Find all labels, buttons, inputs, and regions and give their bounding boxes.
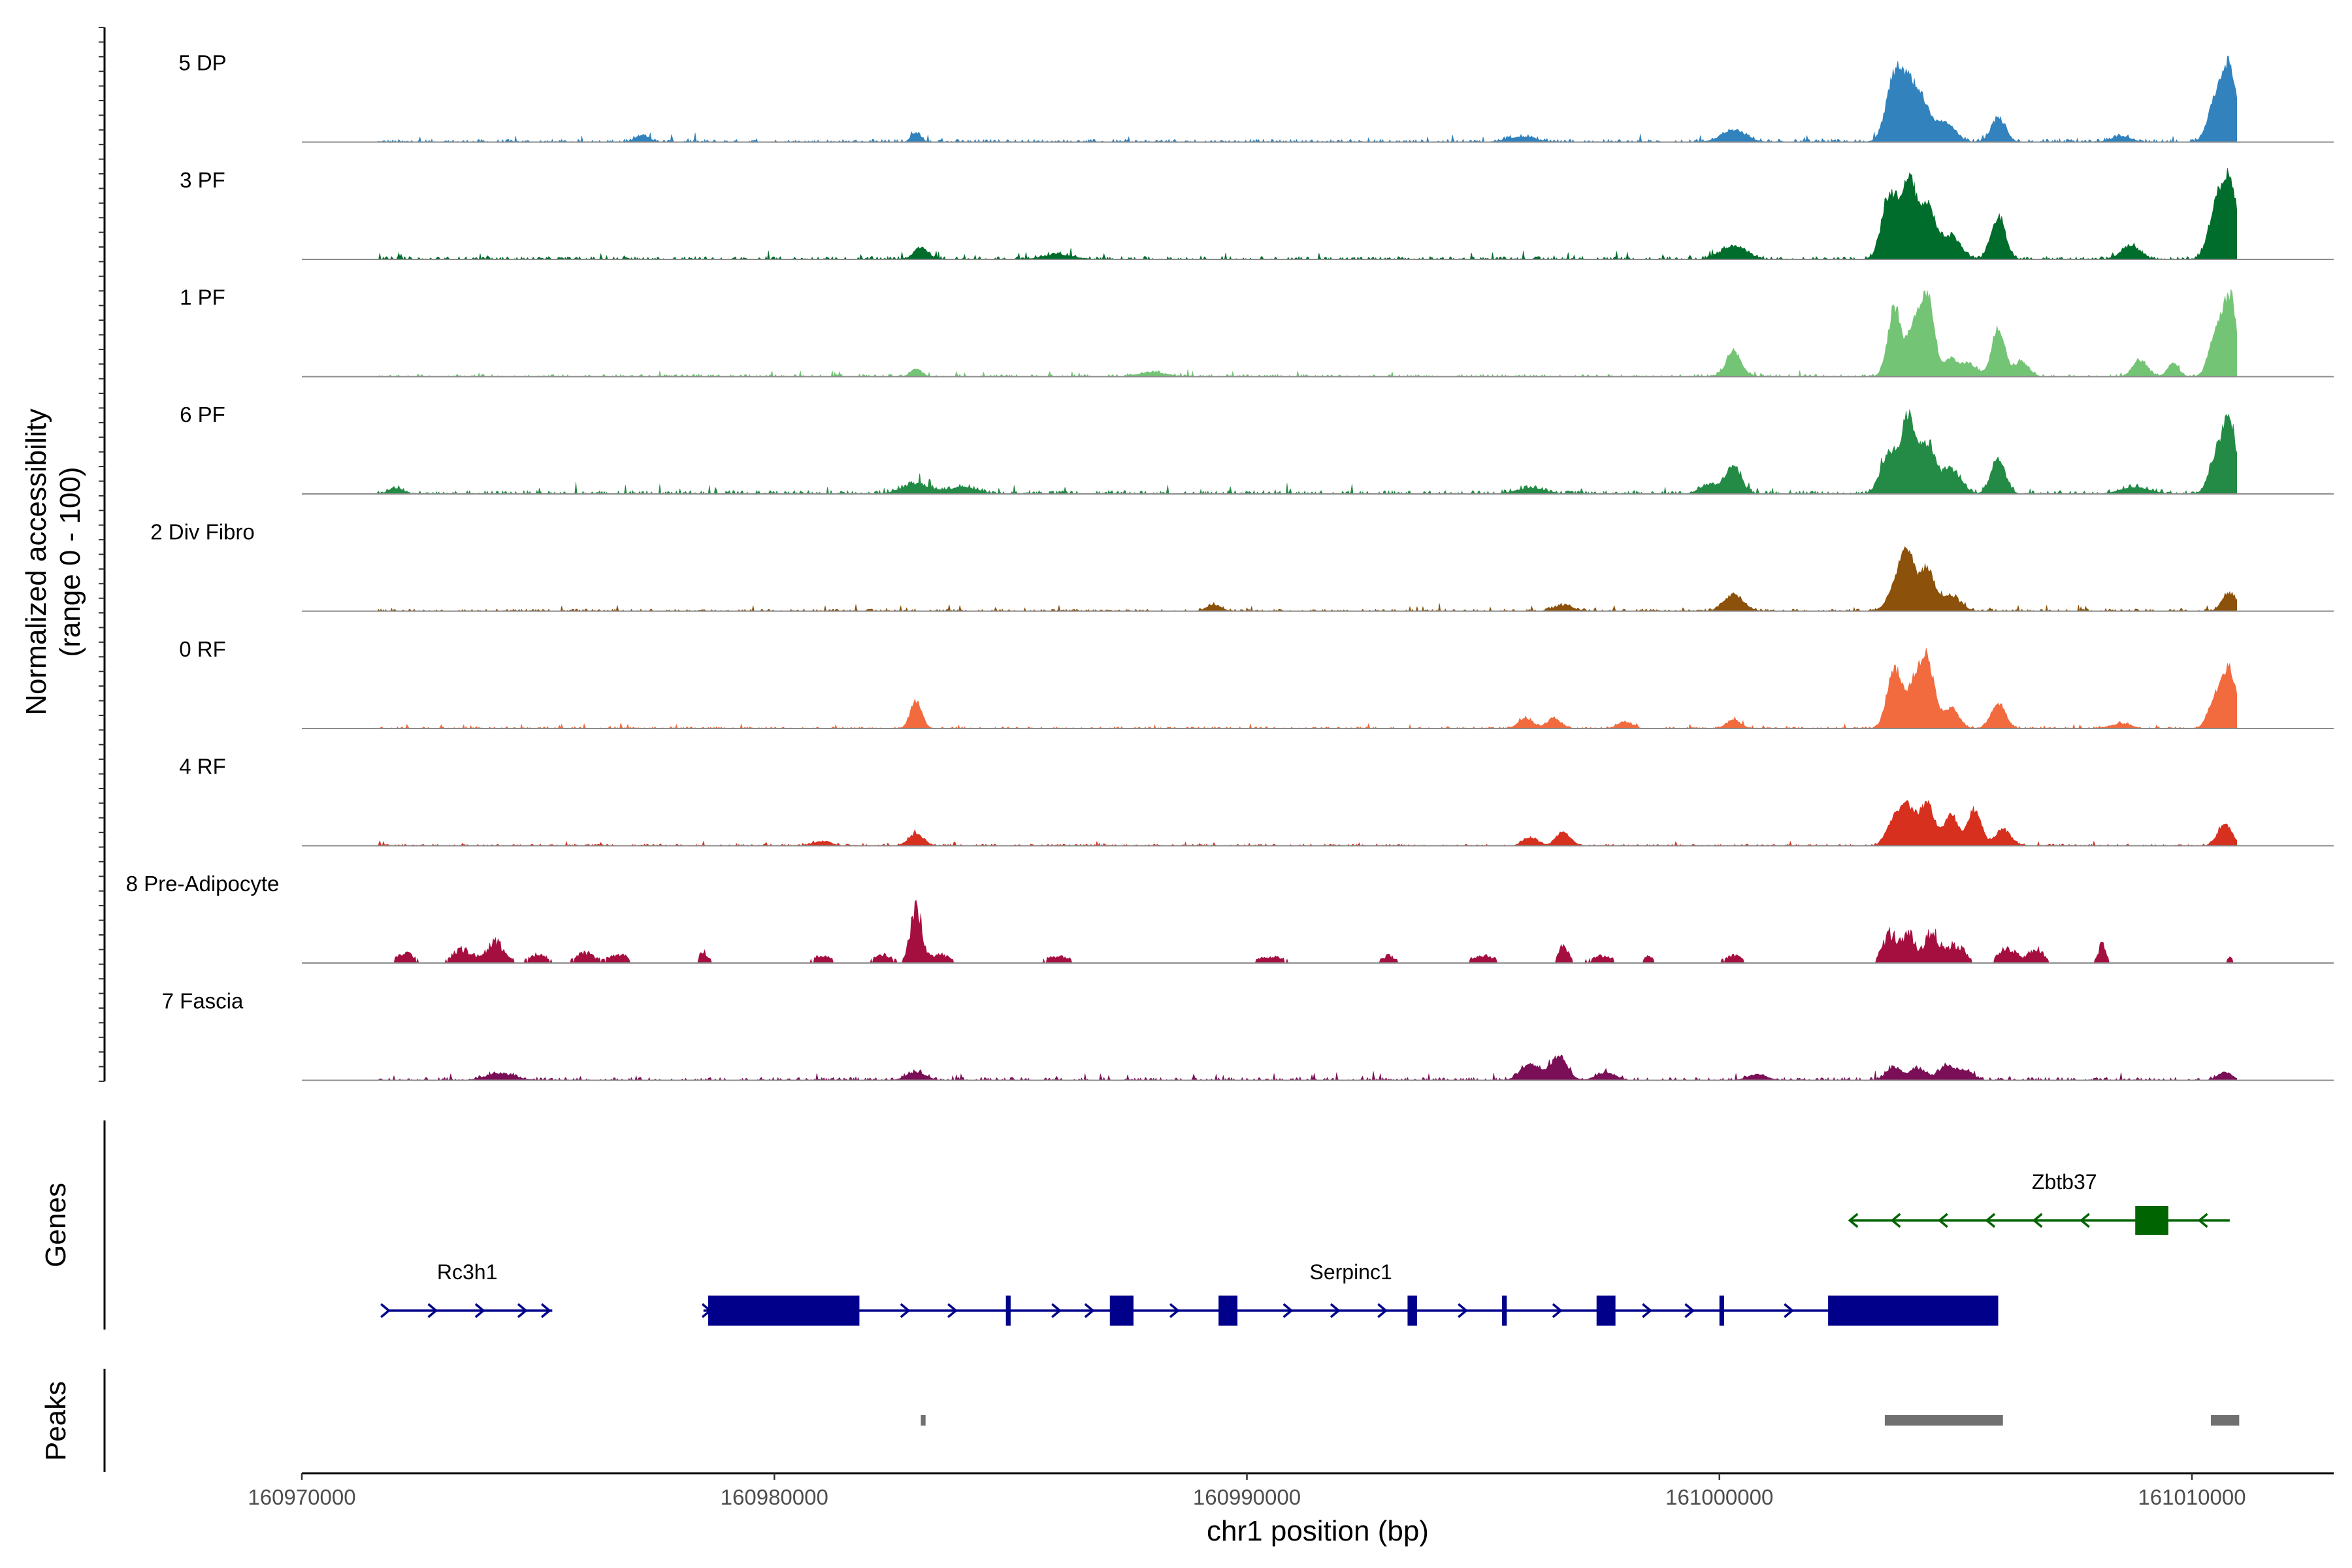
track-0-rf: 0 RF: [179, 637, 2334, 729]
track-7-fascia: 7 Fascia: [162, 989, 2334, 1081]
strand-arrow: [474, 1303, 485, 1318]
gene-rc3h1: Rc3h1: [380, 1260, 553, 1318]
strand-arrow: [1330, 1303, 1341, 1318]
strand-arrow: [1890, 1213, 1901, 1228]
exon: [2135, 1206, 2168, 1235]
strand-arrow: [1169, 1303, 1180, 1318]
coverage-area: [376, 1054, 2237, 1081]
coverage-area: [377, 900, 2237, 964]
strand-arrow: [900, 1303, 911, 1318]
strand-arrow: [1937, 1213, 1948, 1228]
strand-arrow: [1282, 1303, 1294, 1318]
x-axis: 160970000 160980000 160990000 161000000 1610…: [248, 1472, 2334, 1509]
track-5-dp: 5 DP: [178, 51, 2334, 143]
track-3-pf: 3 PF: [180, 167, 2334, 261]
strand-arrow: [380, 1303, 391, 1318]
x-tick-label: 161000000: [1665, 1485, 1773, 1509]
coverage-area: [377, 546, 2237, 612]
track-label: 2 Div Fibro: [150, 520, 255, 544]
strand-arrow: [1051, 1303, 1062, 1318]
track-2-div-fibro: 2 Div Fibro: [150, 520, 2334, 612]
track-label: 4 RF: [179, 755, 226, 779]
strand-arrow: [1084, 1303, 1095, 1318]
gene-zbtb37: Zbtb37: [1848, 1170, 2230, 1235]
track-label: 3 PF: [180, 168, 225, 192]
x-tick-label: 161010000: [2138, 1485, 2246, 1509]
x-tick-label: 160990000: [1193, 1485, 1301, 1509]
coverage-y-axis: [99, 27, 106, 1082]
strand-arrow: [1377, 1303, 1388, 1318]
exon: [1596, 1296, 1616, 1326]
track-label: 0 RF: [179, 637, 226, 661]
exon: [708, 1296, 860, 1326]
strand-arrow: [427, 1303, 438, 1318]
track-4-rf: 4 RF: [179, 755, 2334, 847]
track-8-pre-adipocyte: 8 Pre-Adipocyte: [126, 872, 2334, 964]
strand-arrow: [1552, 1303, 1563, 1318]
peak-region: [1884, 1415, 2003, 1426]
coverage-area: [377, 409, 2237, 495]
coverage-area: [377, 167, 2237, 261]
track-label: 1 PF: [180, 286, 225, 310]
strand-arrow: [1642, 1303, 1653, 1318]
peaks-track: [103, 1369, 2240, 1472]
strand-arrow: [2197, 1213, 2208, 1228]
exon: [1005, 1296, 1011, 1326]
strand-arrow: [517, 1303, 528, 1318]
peaks-track-title: Peaks: [40, 1381, 72, 1461]
strand-arrow: [1458, 1303, 1468, 1318]
y-axis-subtitle: (range 0 - 100): [54, 466, 86, 657]
strand-arrow: [2079, 1213, 2090, 1228]
track-6-pf: 6 PF: [180, 402, 2334, 495]
coverage-area: [377, 288, 2237, 378]
exon: [1109, 1296, 1134, 1326]
coverage-area: [377, 647, 2237, 729]
track-1-pf: 1 PF: [180, 286, 2334, 378]
exon: [1407, 1296, 1417, 1326]
exon: [1828, 1296, 1999, 1326]
coverage-tracks: 5 DP 3 PF 1 PF 6 PF 2 Div Fibro 0 RF 4 RF 8 Pre…: [126, 51, 2334, 1081]
strand-arrow: [1985, 1213, 1996, 1228]
gene-label: Zbtb37: [2032, 1170, 2097, 1194]
coverage-area: [377, 56, 2237, 143]
track-label: 6 PF: [180, 402, 225, 427]
strand-arrow: [2032, 1213, 2043, 1228]
peak-region: [2210, 1415, 2240, 1426]
strand-arrow: [1784, 1303, 1794, 1318]
strand-arrow: [540, 1303, 551, 1318]
y-axis-title: Normalized accessibility: [20, 408, 52, 715]
exon: [1719, 1296, 1724, 1326]
strand-arrow: [1684, 1303, 1695, 1318]
track-label: 5 DP: [178, 51, 226, 75]
x-tick-label: 160970000: [248, 1485, 355, 1509]
peak-region: [921, 1415, 926, 1426]
x-tick-label: 160980000: [721, 1485, 828, 1509]
exon: [1218, 1296, 1238, 1326]
gene-label: Serpinc1: [1309, 1260, 1392, 1284]
genes-track: Rc3h1 Serpinc1 Zbtb37: [103, 1120, 2230, 1330]
gene-serpinc1: Serpinc1: [701, 1260, 1999, 1326]
genes-track-title: Genes: [40, 1183, 72, 1267]
track-label: 7 Fascia: [162, 989, 244, 1013]
strand-arrow: [947, 1303, 958, 1318]
strand-arrow: [1848, 1213, 1859, 1228]
exon: [1502, 1296, 1507, 1326]
gene-label: Rc3h1: [437, 1260, 498, 1284]
track-label: 8 Pre-Adipocyte: [126, 872, 280, 896]
x-axis-title: chr1 position (bp): [1207, 1515, 1429, 1547]
coverage-area: [377, 800, 2237, 847]
